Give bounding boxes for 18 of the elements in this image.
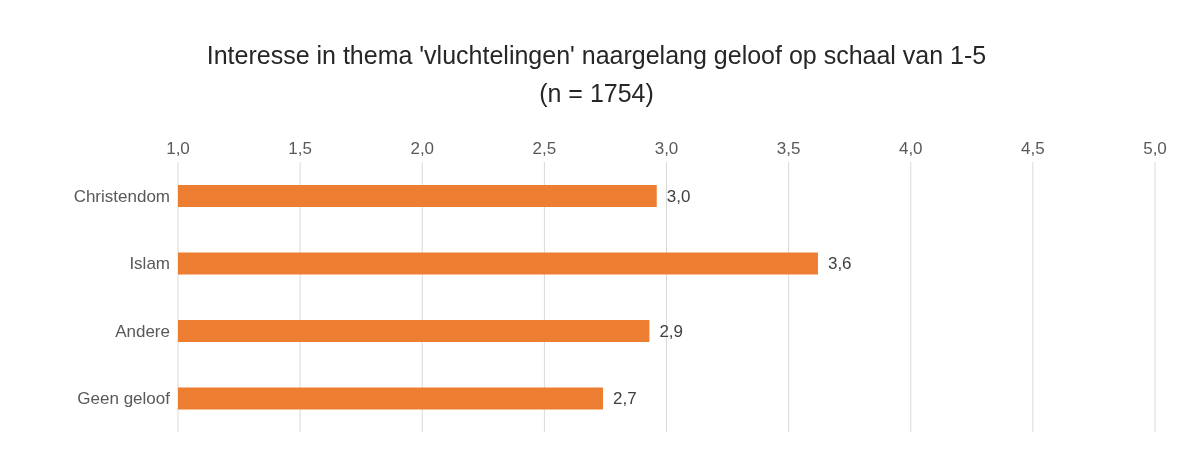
x-tick-label: 2,0	[410, 139, 435, 158]
x-tick-label: 4,0	[898, 139, 923, 158]
data-label: 3,0	[666, 186, 691, 206]
data-label: 2,7	[612, 389, 637, 408]
data-label: 3,6	[827, 254, 852, 273]
x-tick-label: 1,0	[166, 139, 190, 158]
x-tick-label: 5,0	[1143, 139, 1167, 158]
y-tick-label: Islam	[129, 254, 170, 274]
x-tick-label: 4,5	[1021, 139, 1045, 158]
y-tick-label: Christendom	[73, 186, 170, 206]
y-tick-label: Geen geloof	[77, 389, 171, 409]
chart-title: Interesse in thema 'vluchtelingen' naargelang geloof op schaal van 1-5 (n = 1754)	[205, 40, 988, 109]
y-tick-label: Andere	[115, 321, 170, 341]
x-tick-label: 3,5	[776, 139, 801, 158]
data-label: 2,9	[659, 321, 684, 341]
x-tick-label: 1,5	[288, 139, 312, 158]
x-tick-label: 3,0	[654, 139, 679, 158]
x-tick-label: 2,5	[532, 139, 557, 158]
